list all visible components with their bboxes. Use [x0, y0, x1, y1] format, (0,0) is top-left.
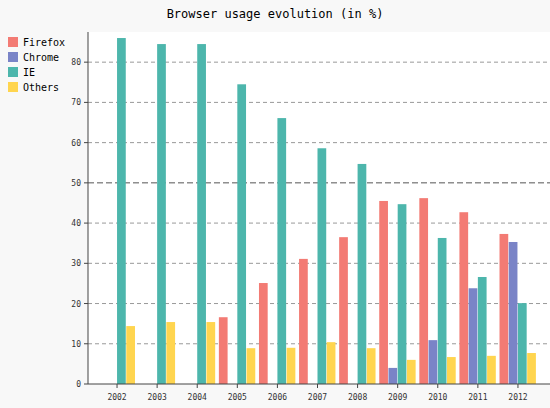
bar	[469, 288, 478, 384]
x-tick	[517, 384, 518, 388]
bar	[157, 44, 166, 384]
y-tick	[84, 142, 88, 143]
y-tick-label: 40	[71, 219, 81, 228]
y-tick-label: 10	[71, 340, 81, 349]
bar	[219, 317, 228, 384]
bar	[299, 259, 308, 384]
y-tick-label: 30	[71, 259, 81, 268]
legend-label: Firefox	[23, 37, 65, 48]
title: Browser usage evolution (in %)	[167, 7, 384, 21]
y-tick-label: 70	[71, 98, 81, 107]
bar	[237, 84, 246, 384]
plot-background	[88, 32, 550, 384]
bar	[318, 148, 327, 384]
y-tick	[84, 263, 88, 264]
x-tick	[477, 384, 478, 388]
background	[0, 0, 550, 408]
bar	[509, 242, 518, 384]
bar	[117, 38, 126, 384]
x-tick	[197, 384, 198, 388]
x-tick-label: 2003	[148, 393, 167, 402]
legend-label: Chrome	[23, 52, 59, 63]
bar	[438, 238, 447, 384]
y-tick	[84, 303, 88, 304]
x-tick-label: 2002	[107, 393, 126, 402]
y-tick-label: 0	[76, 380, 81, 389]
bar	[339, 237, 348, 384]
bar	[388, 368, 397, 384]
y-tick-label: 20	[71, 300, 81, 309]
bar	[166, 322, 175, 384]
bar	[206, 322, 215, 384]
y-tick	[84, 182, 88, 183]
bar	[259, 283, 268, 384]
bar	[419, 198, 428, 384]
legend-swatch	[8, 82, 18, 92]
legend-swatch	[8, 37, 18, 47]
x-tick	[397, 384, 398, 388]
bar	[367, 348, 376, 384]
bar	[398, 204, 407, 384]
bar	[247, 348, 256, 384]
y-tick	[84, 223, 88, 224]
legend-label: IE	[23, 67, 35, 78]
y-tick	[84, 384, 88, 385]
legend-swatch	[8, 67, 18, 77]
bar	[487, 356, 496, 384]
bar	[527, 353, 536, 384]
x-tick-label: 2005	[228, 393, 247, 402]
x-tick	[437, 384, 438, 388]
bar	[478, 277, 487, 384]
y-tick-label: 80	[71, 58, 81, 67]
bar	[500, 234, 509, 384]
bar	[277, 118, 286, 384]
legend-label: Others	[23, 82, 59, 93]
x-tick	[277, 384, 278, 388]
bar	[358, 164, 367, 384]
x-tick-label: 2004	[188, 393, 207, 402]
bars	[117, 38, 536, 384]
bar	[287, 348, 296, 384]
bar	[429, 340, 438, 384]
y-tick-label: 60	[71, 139, 81, 148]
bar	[126, 326, 135, 384]
x-tick-label: 2008	[348, 393, 367, 402]
bar	[407, 360, 416, 384]
x-tick	[357, 384, 358, 388]
legend-swatch	[8, 52, 18, 62]
x-tick	[317, 384, 318, 388]
bar	[379, 201, 388, 384]
chart: Browser usage evolution (in %) 0 10 20 30 40 5…	[0, 0, 550, 408]
x-tick	[237, 384, 238, 388]
y-tick	[84, 102, 88, 103]
x-tick-label: 2007	[308, 393, 327, 402]
bar	[459, 212, 468, 384]
y-tick	[84, 343, 88, 344]
bar	[327, 342, 336, 384]
y-axis	[88, 32, 89, 384]
bar	[518, 303, 527, 384]
y-tick	[84, 62, 88, 63]
bar	[447, 357, 456, 384]
x-tick-label: 2011	[468, 393, 487, 402]
x-tick-label: 2012	[508, 393, 527, 402]
bar	[197, 44, 206, 384]
y-tick-label: 50	[71, 179, 81, 188]
x-tick-label: 2010	[428, 393, 447, 402]
x-tick	[117, 384, 118, 388]
x-tick	[157, 384, 158, 388]
x-tick-label: 2006	[268, 393, 287, 402]
x-tick-label: 2009	[388, 393, 407, 402]
